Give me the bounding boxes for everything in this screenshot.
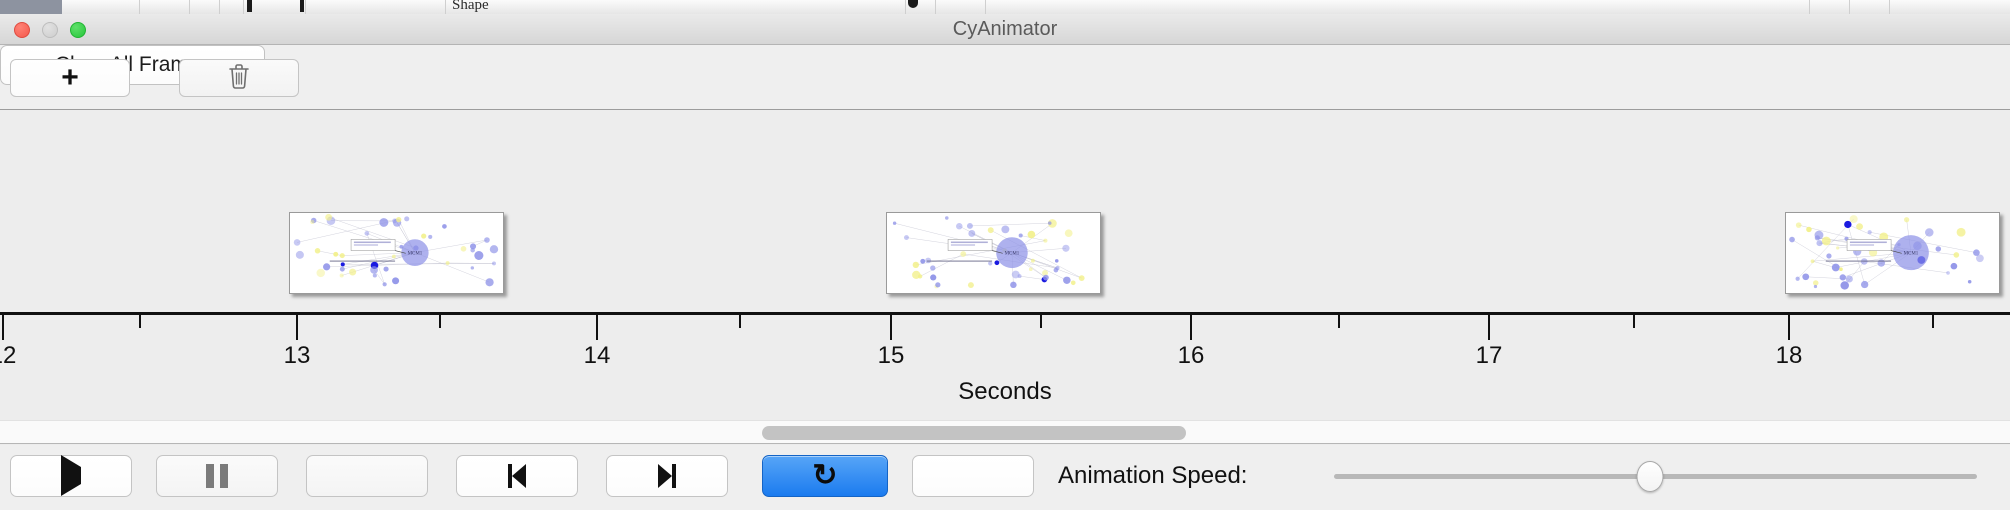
play-icon xyxy=(61,455,81,496)
ruler-tick-major xyxy=(596,315,598,340)
title-bar: CyAnimator xyxy=(0,14,2010,45)
minimize-window-icon[interactable] xyxy=(42,22,58,38)
ruler-tick-major xyxy=(890,315,892,340)
ruler-tick-minor xyxy=(1932,315,1934,328)
ruler-tick-major xyxy=(2,315,4,340)
timeline-frame-thumbnail[interactable]: MCM1 xyxy=(886,212,1101,294)
ruler-tick-minor xyxy=(439,315,441,328)
traffic-lights xyxy=(14,22,86,38)
ruler-tick-major xyxy=(1488,315,1490,340)
svg-text:MCM1: MCM1 xyxy=(1904,252,1919,257)
close-window-icon[interactable] xyxy=(14,22,30,38)
pause-icon xyxy=(206,464,228,488)
ruler-tick-label: 13 xyxy=(283,342,311,369)
play-button[interactable] xyxy=(10,455,132,497)
loop-icon: ↻ xyxy=(812,459,838,492)
playback-control-bar: ↻ Animation Speed: xyxy=(0,445,2010,510)
network-thumbnail-image: MCM1 xyxy=(886,212,1101,294)
plus-icon: + xyxy=(61,61,79,94)
ruler-tick-major xyxy=(1190,315,1192,340)
timeline-scrollbar-track[interactable] xyxy=(0,420,2010,444)
timeline-ruler: 12 13 14 15 16 17 18 Seconds xyxy=(0,312,2010,420)
ruler-tick-minor xyxy=(1633,315,1635,328)
ruler-tick-label: 16 xyxy=(1177,342,1205,369)
skip-forward-icon xyxy=(658,464,676,488)
animation-speed-slider[interactable] xyxy=(1334,455,1977,497)
network-thumbnail-image: MCM1 xyxy=(289,212,504,294)
ruler-tick-label: 14 xyxy=(583,342,611,369)
ruler-tick-major xyxy=(296,315,298,340)
background-window-strip: Shape xyxy=(0,0,2010,14)
window-title: CyAnimator xyxy=(952,18,1058,40)
network-thumbnail-image: MCM1 xyxy=(1785,212,2000,294)
timeline-frame-thumbnail[interactable]: MCM1 xyxy=(1785,212,2000,294)
ruler-tick-major xyxy=(1788,315,1790,340)
skip-back-icon xyxy=(508,464,526,488)
maximize-window-icon[interactable] xyxy=(70,22,86,38)
stop-button xyxy=(306,455,428,497)
delete-frame-button[interactable] xyxy=(179,59,299,97)
skip-to-end-button[interactable] xyxy=(606,455,728,497)
timeline-scrollbar-thumb[interactable] xyxy=(762,426,1186,440)
add-frame-button[interactable]: + xyxy=(10,59,130,97)
ruler-tick-label: 17 xyxy=(1475,342,1503,369)
frame-toolbar: + Clear All Frames xyxy=(0,45,2010,110)
ruler-tick-minor xyxy=(139,315,141,328)
timeline-frame-thumbnail[interactable]: MCM1 xyxy=(289,212,504,294)
trash-icon xyxy=(226,62,252,95)
ruler-baseline xyxy=(0,312,2010,315)
skip-to-start-button[interactable] xyxy=(456,455,578,497)
timeline-frames-panel[interactable]: MCM1 MCM1 MCM1 xyxy=(0,110,2010,312)
svg-text:MCM1: MCM1 xyxy=(408,252,423,257)
ruler-tick-label: 18 xyxy=(1775,342,1803,369)
slider-thumb[interactable] xyxy=(1636,461,1664,492)
ruler-tick-minor xyxy=(1040,315,1042,328)
ruler-tick-minor xyxy=(1338,315,1340,328)
svg-text:MCM1: MCM1 xyxy=(1005,252,1020,257)
animation-speed-label: Animation Speed: xyxy=(1058,462,1248,489)
ruler-tick-label: 15 xyxy=(877,342,905,369)
ruler-unit-label: Seconds xyxy=(958,378,1052,405)
record-button[interactable] xyxy=(912,455,1034,497)
ruler-tick-minor xyxy=(739,315,741,328)
pause-button xyxy=(156,455,278,497)
loop-button[interactable]: ↻ xyxy=(762,455,888,497)
background-window-text: Shape xyxy=(452,0,489,13)
ruler-tick-label: 12 xyxy=(0,342,17,369)
